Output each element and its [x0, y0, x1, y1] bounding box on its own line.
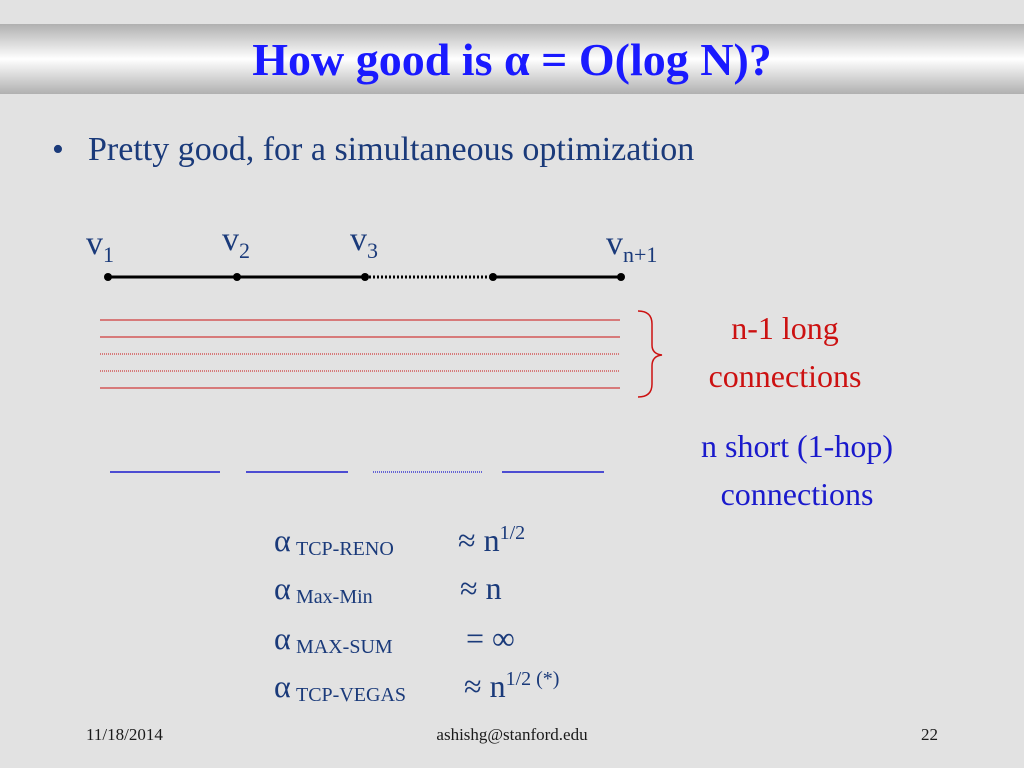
- bullet-dot: •: [52, 131, 64, 168]
- node-v2: [233, 273, 241, 281]
- long-connections-label-2: connections: [708, 358, 862, 394]
- node-label-v1: v1: [86, 225, 114, 267]
- node-vn: [489, 273, 497, 281]
- node-label-vn1: vn+1: [606, 225, 658, 267]
- bullet-point: • Pretty good, for a simultaneous optimiz…: [52, 128, 694, 172]
- title-bar: [0, 24, 1024, 94]
- bullet-text: Pretty good, for a simultaneous optimiza…: [88, 131, 695, 168]
- alpha-row-tcp-vegas: α TCP-VEGAS ≈ n1/2 (*): [274, 668, 560, 706]
- short-connections-label-2: connections: [720, 476, 874, 512]
- node-v1: [104, 273, 112, 281]
- node-label-v3: v3: [350, 221, 378, 263]
- slide-title: How good is α = O(log N)?: [252, 34, 772, 85]
- alpha-row-max-sum: α MAX-SUM = ∞: [274, 620, 515, 658]
- alpha-row-tcp-reno: α TCP-RENO ≈ n1/2: [274, 522, 526, 560]
- node-v3: [361, 273, 369, 281]
- alpha-row-max-min: α Max-Min ≈ n: [274, 570, 502, 608]
- footer-page-number: 22: [921, 725, 938, 744]
- long-connections-label-1: n-1 long: [731, 310, 839, 346]
- brace-icon: [637, 310, 663, 398]
- node-vn1: [617, 273, 625, 281]
- footer-date: 11/18/2014: [86, 725, 163, 744]
- footer-email: ashishg@stanford.edu: [436, 725, 588, 744]
- short-connections-label-1: n short (1-hop): [701, 428, 893, 464]
- node-label-v2: v2: [222, 221, 250, 263]
